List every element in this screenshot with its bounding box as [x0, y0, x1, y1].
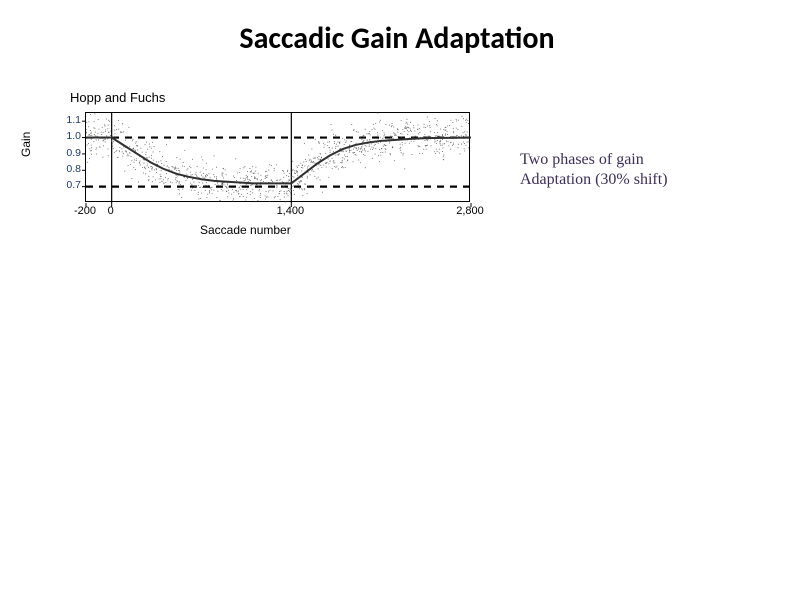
chart-author-label: Hopp and Fuchs [70, 90, 165, 105]
y-tick: 1.1 [53, 115, 81, 126]
gain-adaptation-chart: Hopp and Fuchs Gain Saccade number 0.70.… [30, 90, 480, 235]
plot-area [85, 112, 470, 202]
y-tick: 0.7 [53, 180, 81, 191]
scatter-plot-svg [86, 113, 471, 203]
x-axis-label: Saccade number [200, 223, 291, 237]
caption-line1: Two phases of gain [520, 151, 644, 168]
caption-line2: Adaptation (30% shift) [520, 171, 668, 188]
x-tick: 1,400 [277, 206, 305, 217]
x-tick: -200 [74, 206, 96, 217]
x-tick: 0 [108, 206, 114, 217]
y-tick: 1.0 [53, 131, 81, 142]
y-tick: 0.8 [53, 164, 81, 175]
caption-text: Two phases of gain Adaptation (30% shift… [520, 150, 668, 190]
y-axis-label: Gain [19, 132, 33, 157]
x-tick: 2,800 [456, 206, 484, 217]
page-title: Saccadic Gain Adaptation [0, 20, 794, 57]
y-tick: 0.9 [53, 148, 81, 159]
